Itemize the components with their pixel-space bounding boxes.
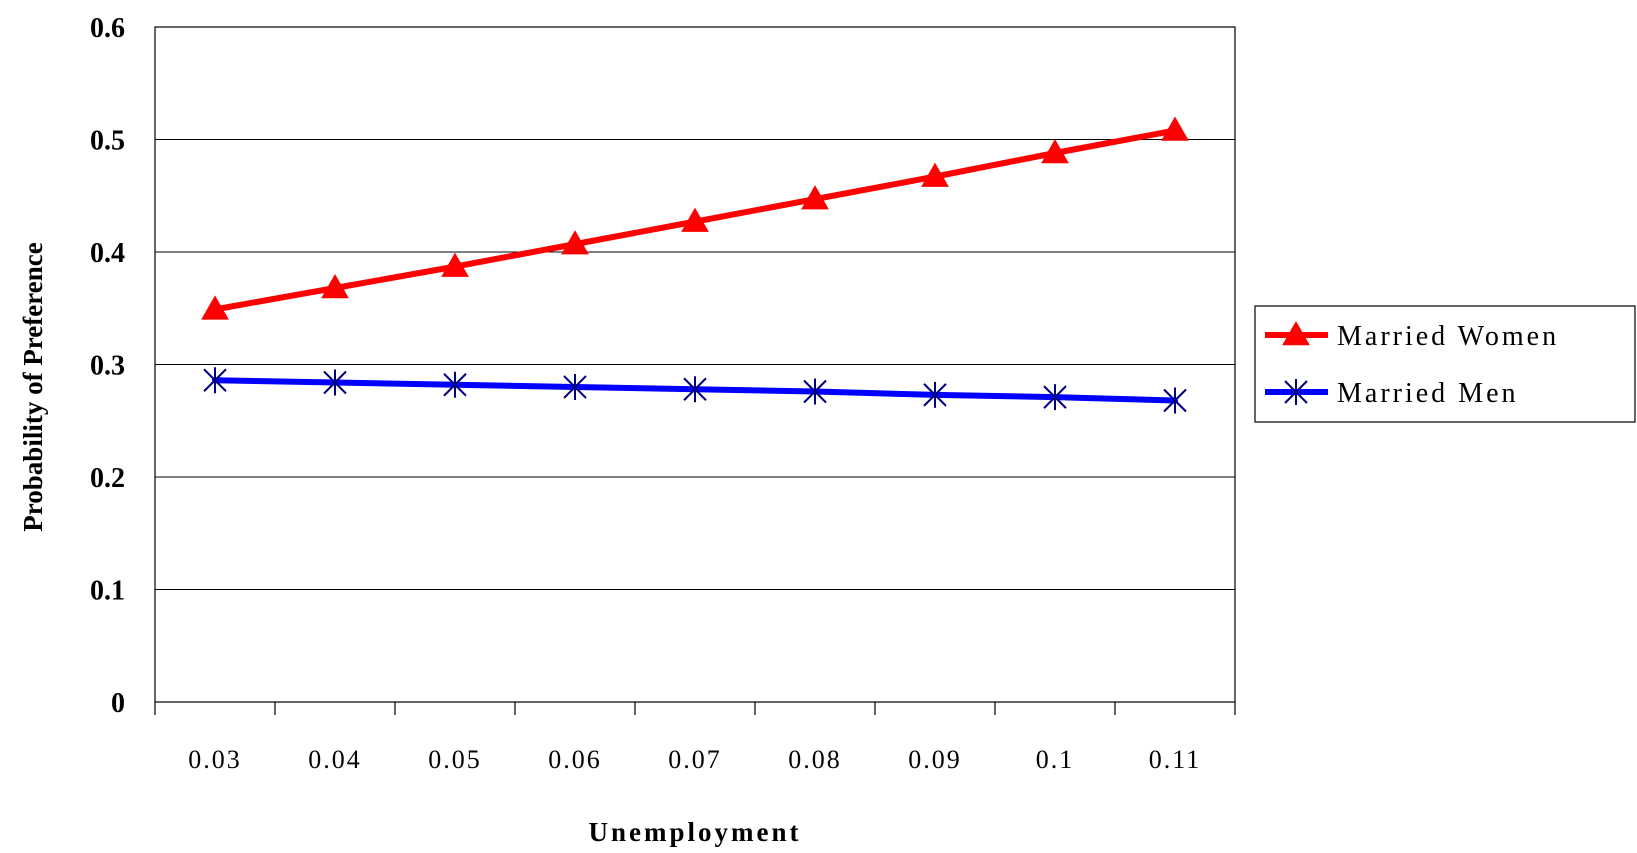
data-point-married-women-3 xyxy=(561,230,589,255)
data-point-married-men-3 xyxy=(563,374,587,400)
x-tick-label-8: 0.11 xyxy=(1149,745,1202,774)
data-point-married-women-4 xyxy=(681,207,709,232)
x-tick-label-7: 0.1 xyxy=(1036,745,1075,774)
x-tick-label-3: 0.06 xyxy=(548,745,602,774)
data-point-married-women-8 xyxy=(1161,116,1189,141)
legend: Married Women Married Men xyxy=(1254,305,1636,423)
data-point-married-women-0 xyxy=(201,295,229,320)
data-point-married-women-2 xyxy=(441,252,469,277)
data-point-married-men-7 xyxy=(1043,384,1067,411)
x-axis-title: Unemployment xyxy=(589,817,802,847)
y-tick-label-6: 0.6 xyxy=(90,13,125,44)
data-point-married-women-6 xyxy=(921,162,949,187)
legend-box xyxy=(1254,305,1636,423)
data-point-married-men-5 xyxy=(803,378,827,405)
y-axis-title: Probability of Preference xyxy=(18,242,48,531)
y-tick-label-2: 0.2 xyxy=(90,463,125,494)
data-point-married-men-8 xyxy=(1163,387,1187,414)
data-point-married-women-1 xyxy=(321,273,349,299)
y-tick-label-3: 0.3 xyxy=(90,351,125,382)
data-point-married-men-2 xyxy=(443,371,467,398)
series-lines xyxy=(201,116,1189,414)
plot-area xyxy=(154,26,1236,703)
legend-marker-married-women xyxy=(1282,320,1310,346)
x-tick-label-0: 0.03 xyxy=(188,745,242,774)
data-point-married-men-0 xyxy=(203,367,227,394)
legend-label-married-women: Married Women xyxy=(1337,321,1559,352)
x-tick-label-1: 0.04 xyxy=(308,745,362,774)
y-tick-label-5: 0.5 xyxy=(90,126,125,157)
y-tick-label-0: 0 xyxy=(111,688,125,719)
data-point-married-men-4 xyxy=(683,376,707,403)
legend-label-married-men: Married Men xyxy=(1337,378,1519,409)
x-axis-ticks xyxy=(154,702,1236,715)
data-point-married-men-1 xyxy=(323,369,347,396)
gridlines xyxy=(155,139,1235,590)
x-tick-label-5: 0.08 xyxy=(788,745,842,774)
y-axis-tick-labels: 0 0.1 0.2 0.3 0.4 0.5 0.6 xyxy=(90,13,125,719)
x-tick-label-2: 0.05 xyxy=(428,745,482,774)
legend-marker-married-men xyxy=(1284,379,1308,405)
y-tick-label-4: 0.4 xyxy=(90,238,125,269)
data-point-married-men-6 xyxy=(923,381,947,408)
x-axis-tick-labels: 0.03 0.04 0.05 0.06 0.07 0.08 0.09 0.1 0.11 xyxy=(188,745,1202,774)
y-tick-label-1: 0.1 xyxy=(90,576,125,607)
data-point-married-women-5 xyxy=(801,185,829,210)
x-tick-label-6: 0.09 xyxy=(908,745,962,774)
x-tick-label-4: 0.07 xyxy=(668,745,722,774)
data-point-married-women-7 xyxy=(1041,138,1069,164)
